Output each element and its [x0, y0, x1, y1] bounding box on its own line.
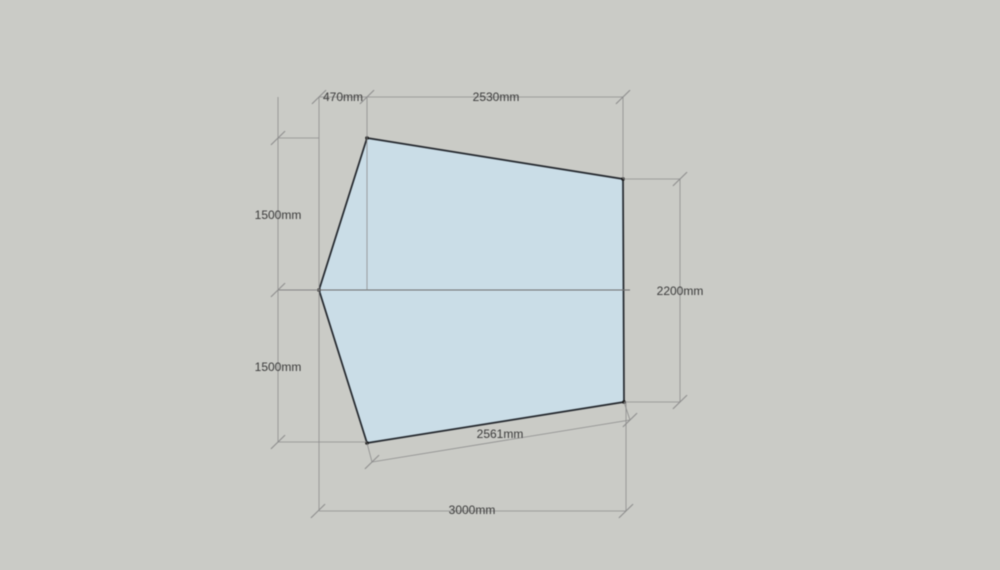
svg-text:2200mm: 2200mm — [657, 284, 704, 298]
svg-text:3000mm: 3000mm — [449, 503, 496, 517]
svg-text:470mm: 470mm — [323, 90, 363, 104]
svg-text:1500mm: 1500mm — [255, 360, 302, 374]
svg-text:1500mm: 1500mm — [255, 208, 302, 222]
svg-text:2530mm: 2530mm — [473, 90, 520, 104]
svg-text:2561mm: 2561mm — [477, 427, 524, 441]
